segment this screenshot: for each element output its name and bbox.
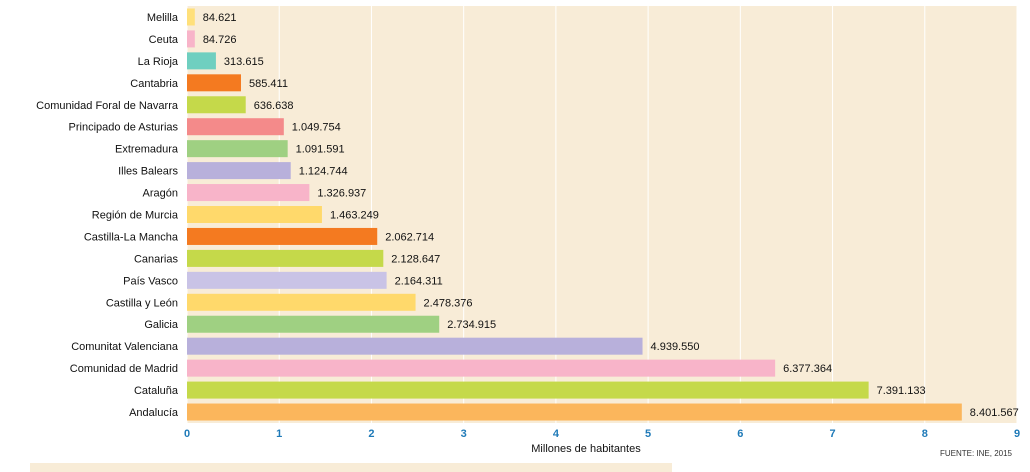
value-label: 585.411	[249, 78, 288, 90]
category-label: Comunidad Foral de Navarra	[36, 100, 179, 112]
x-tick-label: 7	[829, 428, 835, 440]
category-label: Extremadura	[115, 144, 179, 156]
value-label: 2.128.647	[391, 253, 440, 265]
source-note: FUENTE: INE, 2015	[940, 449, 1013, 458]
x-tick-label: 5	[645, 428, 651, 440]
category-label: Región de Murcia	[92, 210, 179, 222]
value-label: 1.124.744	[299, 166, 348, 178]
value-label: 2.062.714	[385, 231, 434, 243]
x-tick-label: 2	[368, 428, 374, 440]
value-label: 6.377.364	[783, 363, 832, 375]
bar	[187, 52, 216, 70]
x-axis-ticks: 0 1 2 3 4 5 6 7 8 9	[184, 428, 1020, 440]
value-label: 1.326.937	[317, 188, 366, 200]
value-label: 636.638	[254, 100, 294, 112]
x-tick-label: 3	[461, 428, 467, 440]
x-tick-label: 0	[184, 428, 190, 440]
bar	[187, 140, 288, 158]
bar	[187, 74, 241, 92]
value-label: 84.726	[203, 34, 237, 46]
value-label: 84.621	[203, 12, 237, 24]
value-label: 4.939.550	[651, 341, 700, 353]
x-tick-label: 8	[922, 428, 928, 440]
value-label: 2.734.915	[447, 319, 496, 331]
bar	[187, 184, 310, 202]
bar	[187, 96, 246, 114]
category-labels: Melilla Ceuta La Rioja Cantabria Comunidad F…	[36, 12, 179, 419]
category-label: Ceuta	[149, 34, 179, 46]
x-tick-label: 4	[553, 428, 560, 440]
category-label: Galicia	[144, 319, 179, 331]
bar	[187, 403, 962, 421]
category-label: Cataluña	[134, 385, 179, 397]
bar	[187, 249, 384, 267]
value-label: 8.401.567	[970, 407, 1019, 419]
category-label: Aragón	[143, 188, 178, 200]
bar	[187, 206, 322, 223]
footer-band	[30, 463, 672, 472]
bar	[187, 315, 440, 333]
value-label: 1.463.249	[330, 210, 379, 222]
category-label: Illes Balears	[118, 166, 178, 178]
x-tick-label: 1	[276, 428, 282, 440]
category-label: Castilla y León	[106, 297, 178, 309]
x-axis-title: Millones de habitantes	[531, 443, 641, 455]
bar	[187, 381, 869, 399]
category-label: País Vasco	[123, 275, 178, 287]
bar	[187, 118, 284, 136]
category-label: Comunitat Valenciana	[71, 341, 179, 353]
value-label: 313.615	[224, 56, 264, 68]
category-label: Castilla-La Mancha	[84, 231, 179, 243]
value-label: 7.391.133	[877, 385, 926, 397]
bar	[187, 337, 643, 355]
category-label: La Rioja	[138, 56, 179, 68]
category-label: Principado de Asturias	[69, 122, 179, 134]
category-label: Melilla	[147, 12, 179, 24]
bar	[187, 271, 387, 289]
bar	[187, 30, 195, 48]
category-label: Canarias	[134, 253, 179, 265]
bars	[187, 8, 962, 421]
value-label: 2.478.376	[424, 297, 473, 309]
value-labels: 84.621 84.726 313.615 585.411 636.638 1.049.7…	[203, 12, 1019, 419]
value-label: 1.091.591	[296, 144, 345, 156]
value-label: 2.164.311	[395, 275, 443, 287]
bar	[187, 8, 195, 26]
category-label: Comunidad de Madrid	[70, 363, 178, 375]
bar	[187, 293, 416, 311]
bar	[187, 227, 378, 245]
bar	[187, 359, 776, 377]
x-tick-label: 9	[1014, 428, 1020, 440]
value-label: 1.049.754	[292, 122, 341, 134]
category-label: Andalucía	[129, 407, 179, 419]
category-label: Cantabria	[130, 78, 179, 90]
x-tick-label: 6	[737, 428, 743, 440]
bar	[187, 162, 291, 180]
